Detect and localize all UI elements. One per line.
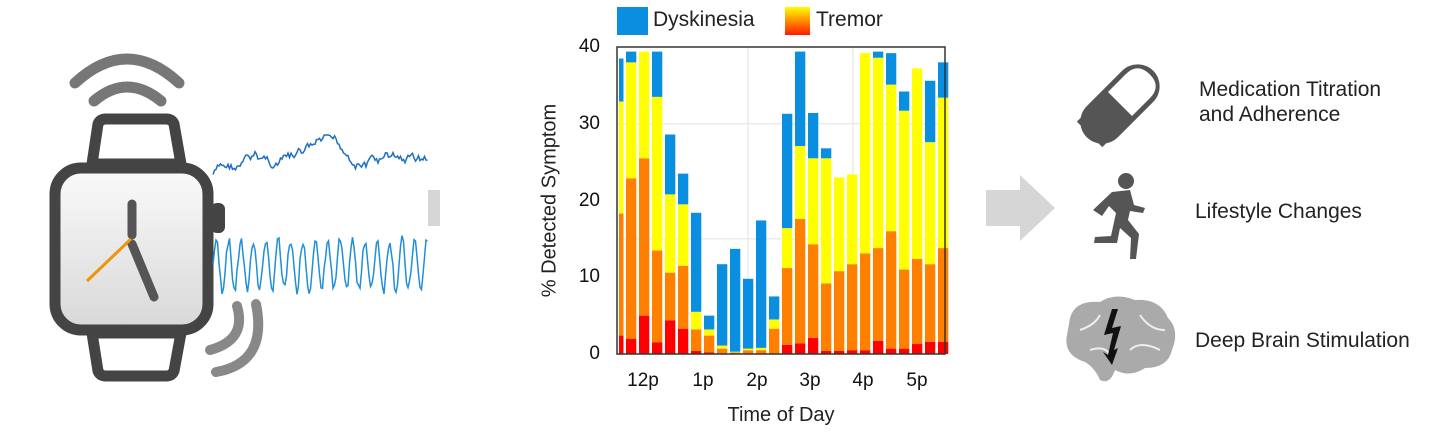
y-tick-label: 30 [578, 112, 600, 134]
x-axis-label: Time of Day [727, 404, 835, 426]
sensor-signal-trace [212, 134, 428, 175]
x-tick-label: 1p [692, 370, 714, 391]
chart-legend: Dyskinesia Tremor [617, 4, 917, 36]
outcome-medication-line2: and Adherence [1199, 103, 1341, 126]
x-tick-label: 3p [799, 370, 821, 391]
running-person-icon [1093, 173, 1145, 259]
legend-swatch-dyskinesia [617, 7, 648, 35]
legend-label-dyskinesia: Dyskinesia [653, 8, 755, 31]
outcome-medication-label: Medication Titration and Adherence [1199, 77, 1381, 127]
outcome-medication-line1: Medication Titration [1199, 78, 1382, 101]
y-tick-label: 10 [578, 266, 600, 288]
x-tick-label: 5p [906, 370, 928, 391]
y-tick-label: 20 [578, 189, 600, 211]
sensor-signal-trace [212, 235, 428, 295]
wireless-signal-icon [69, 53, 185, 107]
smartwatch-illustration [49, 53, 440, 382]
pill-icon [1076, 64, 1160, 148]
y-tick-label: 40 [578, 36, 600, 57]
legend-label-tremor: Tremor [816, 8, 883, 31]
y-tick-label: 0 [589, 343, 600, 364]
outcome-lifestyle-label: Lifestyle Changes [1195, 200, 1362, 223]
x-tick-label: 2p [746, 370, 768, 391]
vibration-icon [205, 299, 264, 377]
x-tick-label: 12p [627, 370, 659, 391]
arrow-right-icon [428, 190, 440, 226]
watch-icon [49, 113, 225, 382]
arrow-right-icon [986, 175, 1055, 241]
outcome-dbs-label: Deep Brain Stimulation [1195, 329, 1410, 352]
x-tick-label: 4p [852, 370, 874, 391]
brain-lightning-icon [1066, 296, 1176, 382]
legend-swatch-tremor [785, 7, 810, 35]
